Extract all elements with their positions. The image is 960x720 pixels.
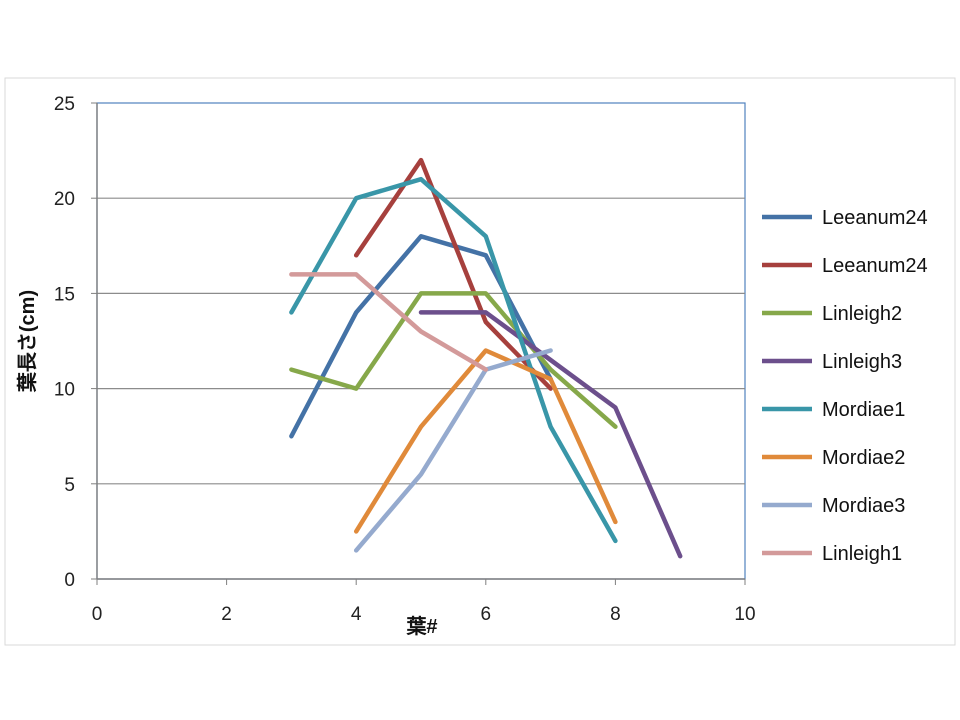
series-line-6 bbox=[353, 348, 618, 534]
x-axis-title: 葉# bbox=[405, 614, 437, 638]
tick-labels: 0 5 10 15 20 25 0 2 4 6 8 10 bbox=[54, 94, 756, 625]
legend-label: Leeanum24 bbox=[822, 255, 928, 277]
x-tick-label: 2 bbox=[221, 604, 232, 625]
series-layer bbox=[289, 157, 683, 559]
series-line-3 bbox=[289, 291, 618, 429]
series-line-5 bbox=[289, 176, 618, 544]
series-line-2 bbox=[353, 157, 553, 391]
series-line-8 bbox=[289, 272, 489, 372]
legend: Leeanum24 Leeanum24 Linleigh2 Linleigh3 Mord… bbox=[762, 207, 928, 565]
y-tick-label: 20 bbox=[54, 189, 75, 210]
y-tick-label: 10 bbox=[54, 380, 75, 401]
legend-label: Mordiae3 bbox=[822, 495, 905, 517]
legend-label: Linleigh2 bbox=[822, 303, 902, 325]
x-tick-label: 10 bbox=[734, 604, 755, 625]
plot-area bbox=[96, 102, 746, 580]
legend-label: Leeanum24 bbox=[822, 207, 928, 229]
y-tick-label: 0 bbox=[64, 570, 75, 591]
x-tick-label: 0 bbox=[92, 604, 103, 625]
series-line-4 bbox=[418, 310, 683, 559]
x-tick-label: 4 bbox=[351, 604, 362, 625]
legend-label: Mordiae2 bbox=[822, 447, 905, 469]
x-tick-label: 6 bbox=[481, 604, 492, 625]
y-tick-label: 25 bbox=[54, 94, 75, 115]
y-axis-title: 葉長さ(cm) bbox=[15, 290, 39, 393]
x-tick-label: 8 bbox=[610, 604, 621, 625]
legend-label: Linleigh3 bbox=[822, 351, 902, 373]
series-line-7 bbox=[353, 348, 553, 553]
y-tick-label: 15 bbox=[54, 284, 75, 305]
y-tick-label: 5 bbox=[64, 475, 75, 496]
legend-label: Mordiae1 bbox=[822, 399, 905, 421]
axes bbox=[91, 102, 746, 585]
legend-label: Linleigh1 bbox=[822, 543, 902, 565]
